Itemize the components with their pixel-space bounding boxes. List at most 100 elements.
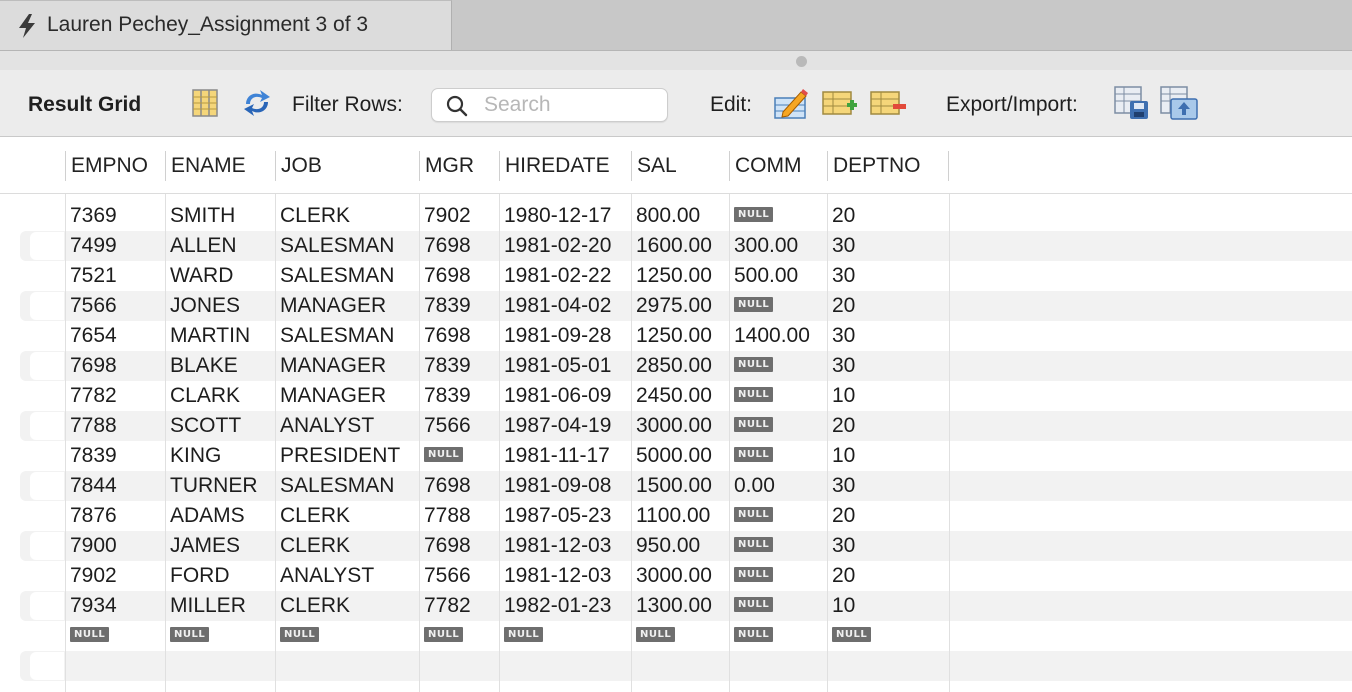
cell-sal[interactable]: 2975.00 — [636, 294, 712, 317]
cell-sal[interactable]: 5000.00 — [636, 444, 712, 467]
cell-deptno[interactable]: 30 — [832, 474, 856, 497]
column-toggle-icon[interactable] — [191, 88, 219, 118]
cell-ename[interactable]: SMITH — [170, 204, 236, 227]
cell-empno[interactable]: 7521 — [70, 264, 117, 287]
cell-mgr[interactable]: 7839 — [424, 354, 471, 377]
table-row[interactable]: 7844 TURNER SALESMAN 7698 1981-09-08 1500.00 0… — [0, 471, 1352, 501]
cell-hiredate[interactable]: 1981-12-03 — [504, 534, 612, 557]
cell-hiredate[interactable]: 1987-04-19 — [504, 414, 612, 437]
cell-hiredate[interactable]: 1981-02-22 — [504, 264, 612, 287]
cell-job[interactable]: CLERK — [280, 204, 351, 227]
result-grid-label[interactable]: Result Grid — [28, 93, 142, 116]
cell-ename[interactable]: ADAMS — [170, 504, 245, 527]
cell-deptno[interactable]: 30 — [832, 264, 856, 287]
cell-comm[interactable]: 0.00 — [734, 474, 775, 497]
row-selector[interactable] — [30, 652, 64, 680]
column-header-sal[interactable]: SAL — [631, 151, 729, 181]
cell-sal[interactable]: 1250.00 — [636, 264, 712, 287]
cell-hiredate[interactable]: 1981-02-20 — [504, 234, 612, 257]
cell-empno[interactable]: NULL — [65, 621, 165, 651]
cell-sal[interactable]: 800.00 — [636, 204, 701, 227]
row-selector[interactable] — [30, 472, 64, 500]
row-selector[interactable] — [30, 292, 64, 320]
cell-mgr[interactable]: 7566 — [424, 414, 471, 437]
cell-job[interactable]: SALESMAN — [280, 474, 395, 497]
cell-job[interactable]: MANAGER — [280, 294, 387, 317]
cell-empno[interactable]: 7902 — [70, 564, 117, 587]
cell-empno[interactable]: 7876 — [70, 504, 117, 527]
cell-job[interactable]: SALESMAN — [280, 264, 395, 287]
cell-sal[interactable]: 1600.00 — [636, 234, 712, 257]
column-header-deptno[interactable]: DEPTNO — [827, 151, 949, 181]
cell-mgr[interactable]: 7902 — [424, 204, 471, 227]
cell-deptno[interactable]: 20 — [832, 414, 856, 437]
table-row[interactable]: 7521 WARD SALESMAN 7698 1981-02-22 1250.00 500… — [0, 261, 1352, 291]
table-row[interactable]: 7788 SCOTT ANALYST 7566 1987-04-19 3000.00 NUL… — [0, 411, 1352, 441]
cell-job[interactable]: MANAGER — [280, 384, 387, 407]
cell-mgr[interactable]: 7839 — [424, 384, 471, 407]
refresh-icon[interactable] — [240, 88, 274, 118]
table-row[interactable]: 7369 SMITH CLERK 7902 1980-12-17 800.00 NULL 20 — [0, 201, 1352, 231]
cell-empno[interactable]: 7698 — [70, 354, 117, 377]
cell-mgr[interactable]: 7698 — [424, 534, 471, 557]
cell-hiredate[interactable]: 1981-09-08 — [504, 474, 612, 497]
cell-hiredate[interactable]: 1981-12-03 — [504, 564, 612, 587]
table-row[interactable]: NULL NULL NULL NULL NULL NULL NULL NULL — [0, 621, 1352, 651]
cell-hiredate[interactable]: 1981-06-09 — [504, 384, 612, 407]
cell-ename[interactable]: SCOTT — [170, 414, 242, 437]
cell-job[interactable]: SALESMAN — [280, 324, 395, 347]
row-selector[interactable] — [30, 352, 64, 380]
cell-comm[interactable]: NULL — [729, 351, 827, 381]
cell-sal[interactable]: 1300.00 — [636, 594, 712, 617]
edit-row-icon[interactable] — [773, 86, 809, 120]
cell-hiredate[interactable]: 1981-05-01 — [504, 354, 612, 377]
cell-mgr[interactable]: 7782 — [424, 594, 471, 617]
cell-empno[interactable]: 7654 — [70, 324, 117, 347]
cell-comm[interactable]: NULL — [729, 291, 827, 321]
cell-empno[interactable]: 7839 — [70, 444, 117, 467]
cell-empno[interactable]: 7900 — [70, 534, 117, 557]
row-selector[interactable] — [30, 532, 64, 560]
row-selector[interactable] — [30, 412, 64, 440]
cell-empno[interactable]: 7788 — [70, 414, 117, 437]
cell-deptno[interactable]: 30 — [832, 534, 856, 557]
cell-ename[interactable]: WARD — [170, 264, 234, 287]
cell-mgr[interactable]: 7788 — [424, 504, 471, 527]
cell-mgr[interactable]: NULL — [419, 621, 499, 651]
import-icon[interactable] — [1159, 85, 1199, 121]
result-grid[interactable]: EMPNO ENAME JOB MGR HIREDATE SAL COMM DEPTNO 73… — [0, 138, 1352, 692]
delete-row-icon[interactable] — [869, 90, 907, 118]
cell-sal[interactable]: NULL — [631, 621, 729, 651]
row-selector[interactable] — [30, 232, 64, 260]
cell-deptno[interactable]: 20 — [832, 204, 856, 227]
cell-comm[interactable]: NULL — [729, 381, 827, 411]
export-icon[interactable] — [1113, 85, 1151, 121]
cell-deptno[interactable]: 10 — [832, 444, 856, 467]
column-header-ename[interactable]: ENAME — [165, 151, 275, 181]
search-input[interactable] — [484, 92, 662, 118]
cell-ename[interactable]: MILLER — [170, 594, 246, 617]
table-row[interactable]: 7876 ADAMS CLERK 7788 1987-05-23 1100.00 NULL 2… — [0, 501, 1352, 531]
cell-empno[interactable]: 7566 — [70, 294, 117, 317]
cell-sal[interactable]: 2850.00 — [636, 354, 712, 377]
panel-splitter[interactable] — [0, 51, 1352, 70]
cell-job[interactable]: SALESMAN — [280, 234, 395, 257]
new-row-placeholder[interactable] — [0, 651, 1352, 681]
cell-ename[interactable]: MARTIN — [170, 324, 251, 347]
cell-deptno[interactable]: 20 — [832, 564, 856, 587]
cell-job[interactable]: PRESIDENT — [280, 444, 401, 467]
cell-ename[interactable]: TURNER — [170, 474, 258, 497]
cell-job[interactable]: MANAGER — [280, 354, 387, 377]
cell-ename[interactable]: JONES — [170, 294, 241, 317]
cell-mgr[interactable]: 7698 — [424, 264, 471, 287]
column-header-empno[interactable]: EMPNO — [65, 151, 165, 181]
cell-comm[interactable]: NULL — [729, 441, 827, 471]
cell-sal[interactable]: 3000.00 — [636, 414, 712, 437]
cell-job[interactable]: CLERK — [280, 594, 351, 617]
cell-job[interactable]: CLERK — [280, 504, 351, 527]
cell-deptno[interactable]: 20 — [832, 504, 856, 527]
row-selector[interactable] — [30, 592, 64, 620]
cell-hiredate[interactable]: 1980-12-17 — [504, 204, 612, 227]
cell-hiredate[interactable]: NULL — [499, 621, 631, 651]
cell-empno[interactable]: 7782 — [70, 384, 117, 407]
